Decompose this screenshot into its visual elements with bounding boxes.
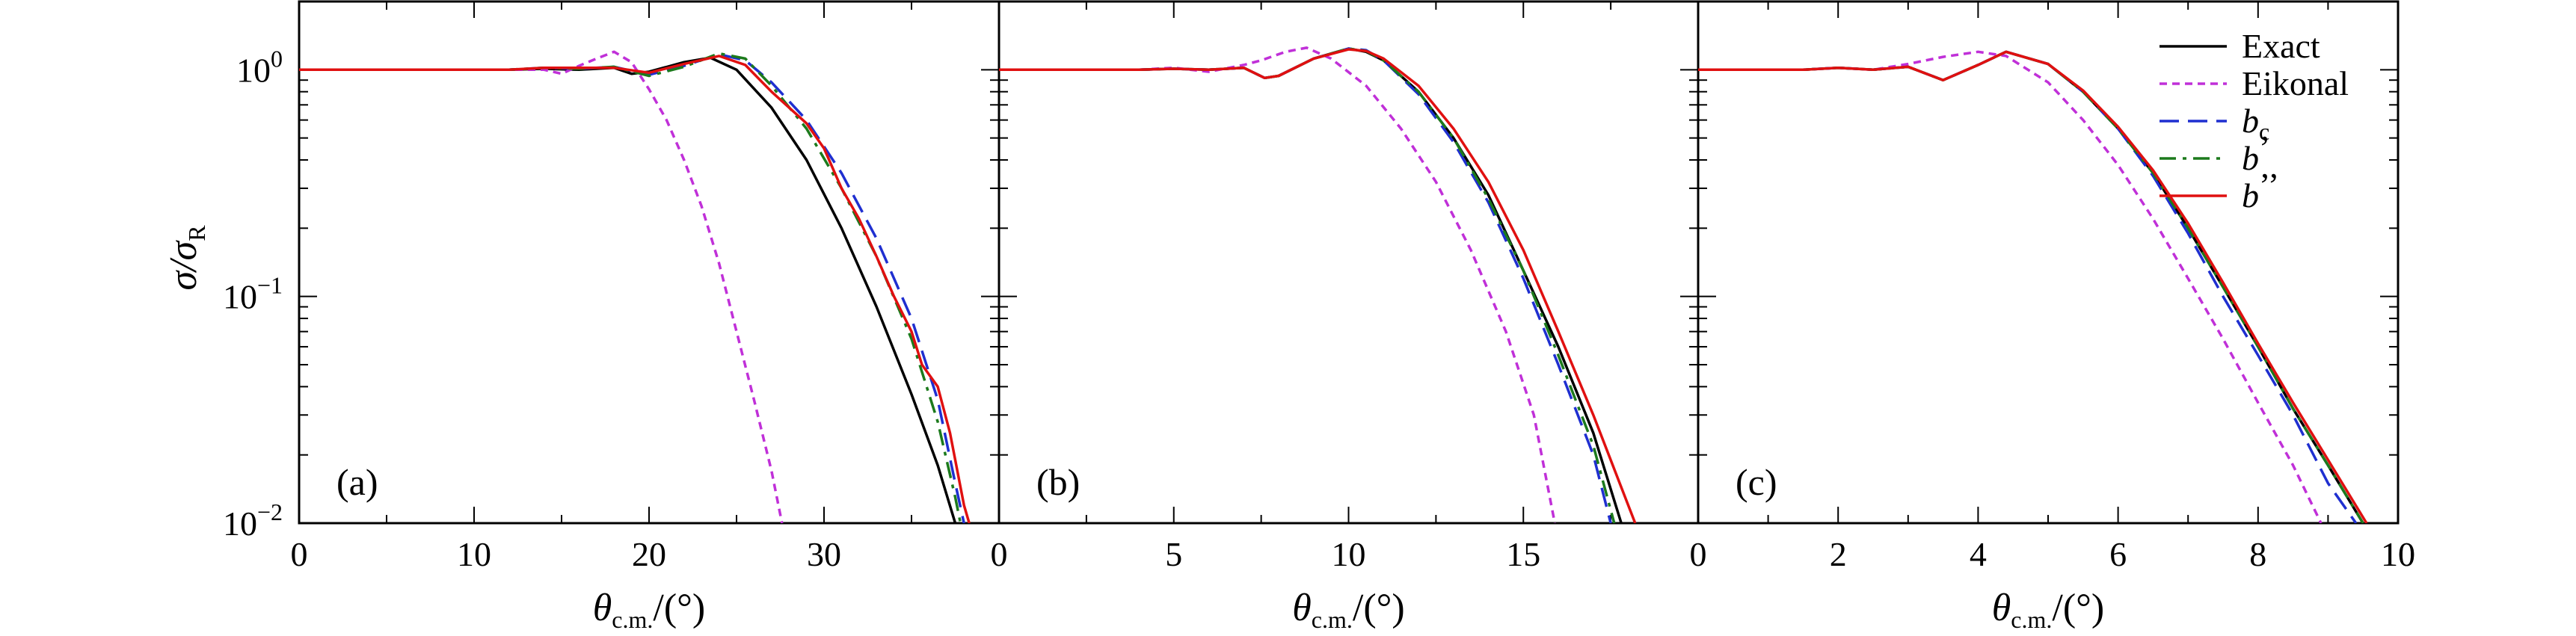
legend-label-bc: bc <box>2242 102 2269 145</box>
legend-entry-eikonal: Eikonal <box>2160 64 2349 102</box>
chart-panels: 0 10 20 30 θc.m./(°) (a) 0 5 10 15 θc.m./(°) (b) 0 2 4… <box>291 0 2415 633</box>
y-tick-label-0: 100 <box>236 45 283 89</box>
legend: Exact Eikonal bc b’ b’’ <box>2160 27 2349 214</box>
x-axis-title-2: θc.m./(°) <box>1992 587 2105 633</box>
panel-label-0: (a) <box>336 461 378 503</box>
x-axis-title-0: θc.m./(°) <box>593 587 706 633</box>
series-line-bpp-1 <box>999 48 1637 523</box>
series-line-bp-0 <box>299 52 962 523</box>
x-tick-label: 30 <box>807 535 841 573</box>
legend-entry-bc: bc <box>2160 102 2269 145</box>
legend-entry-bpp: b’’ <box>2160 166 2279 214</box>
series-line-bpp-0 <box>299 55 971 523</box>
legend-label-bp: b’ <box>2242 129 2270 177</box>
x-axis-title-1: θc.m./(°) <box>1292 587 1405 633</box>
series-line-bc-1 <box>999 47 1612 523</box>
x-tick-label: 0 <box>1690 535 1707 573</box>
x-tick-label: 10 <box>457 535 491 573</box>
panel-frame-0 <box>298 0 1000 525</box>
y-ticks-1 <box>999 1 1698 524</box>
x-ticks-2 <box>1697 1 2399 523</box>
legend-label-exact: Exact <box>2242 27 2320 65</box>
y-ticks-2 <box>1698 1 2398 524</box>
x-tick-label: 10 <box>2381 535 2415 573</box>
x-tick-label: 0 <box>991 535 1008 573</box>
x-tick-label: 20 <box>632 535 666 573</box>
y-tick-label-2: 10−2 <box>223 498 283 543</box>
y-tick-label-1: 10−1 <box>223 272 283 316</box>
legend-entry-bp: b’ <box>2160 129 2270 177</box>
panel-0: 0 10 20 30 θc.m./(°) (a) <box>291 0 1000 633</box>
series-line-bc-2 <box>1698 50 2358 523</box>
series-line-bp-1 <box>999 47 1616 523</box>
x-ticks-0 <box>298 1 1000 523</box>
series-line-exact-0 <box>299 56 957 523</box>
series-group-1 <box>999 46 1637 523</box>
x-tick-label: 4 <box>1970 535 1987 573</box>
x-tick-label: 15 <box>1506 535 1540 573</box>
x-tick-label: 10 <box>2381 535 2415 573</box>
series-line-eikonal-1 <box>999 46 1557 523</box>
series-group-0 <box>299 50 971 523</box>
x-tick-label: 10 <box>1332 535 1366 573</box>
y-axis-title-sub: R <box>183 225 210 241</box>
panel-label-2: (c) <box>1736 461 1777 503</box>
svg-text:σ/σR: σ/σR <box>162 225 210 291</box>
x-tick-label: 6 <box>2109 535 2127 573</box>
y-tick-labels: 100 10−1 10−2 <box>223 45 283 543</box>
series-line-eikonal-0 <box>299 50 784 523</box>
legend-label-bpp: b’’ <box>2242 166 2279 214</box>
x-tick-label: 8 <box>2249 535 2266 573</box>
y-axis-title: σ/σR <box>162 225 210 291</box>
panel-label-1: (b) <box>1036 461 1080 503</box>
x-tick-label: 5 <box>1165 535 1182 573</box>
series-line-eikonal-2 <box>1698 50 2323 523</box>
series-line-bc-0 <box>299 52 965 523</box>
x-ticks-1 <box>998 1 1699 523</box>
series-line-bpp-2 <box>1698 50 2368 523</box>
y-axis-title-main: σ/σ <box>162 239 205 290</box>
legend-entry-exact: Exact <box>2160 27 2320 65</box>
y-ticks-0 <box>299 1 999 524</box>
x-tick-label: 0 <box>291 535 308 573</box>
legend-label-eikonal: Eikonal <box>2242 64 2349 102</box>
panel-1: 0 5 10 15 θc.m./(°) (b) <box>991 0 1700 633</box>
x-tick-label: 2 <box>1830 535 1847 573</box>
series-group-2 <box>1698 50 2368 523</box>
series-line-exact-1 <box>999 47 1623 523</box>
panel-frame-1 <box>997 0 1700 525</box>
